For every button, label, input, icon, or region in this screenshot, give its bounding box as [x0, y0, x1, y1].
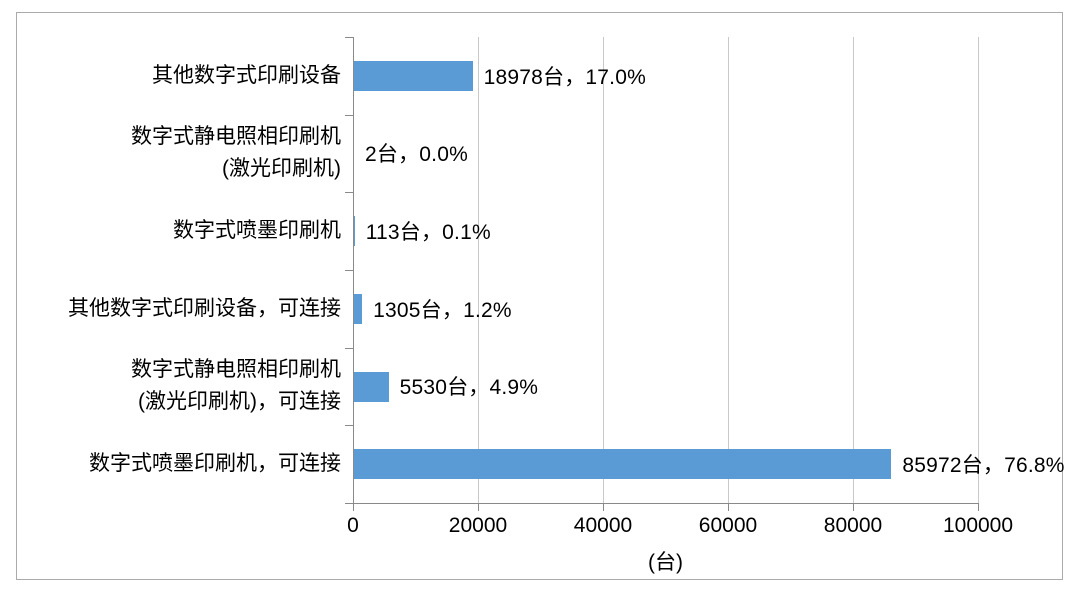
x-tick-label: 40000 [573, 514, 633, 537]
category-label: 数字式喷墨印刷机，可连接 [17, 425, 341, 503]
category-label-line: 数字式静电照相印刷机 [131, 358, 341, 382]
category-label-line: 其他数字式印刷设备，可连接 [68, 296, 341, 320]
x-axis-tick [478, 504, 479, 511]
category-label-line: (激光印刷机)，可连接 [138, 390, 341, 414]
gridline [853, 37, 854, 503]
category-label-line: 数字式静电照相印刷机 [131, 125, 341, 149]
x-axis-tick [728, 504, 729, 511]
plot-area: 18978台，17.0% 2台，0.0% 113台，0.1% 1305台，1.2% 55… [353, 37, 1064, 503]
gridline [978, 37, 979, 503]
y-axis-line [353, 37, 354, 503]
bar-value-label: 18978台，17.0% [483, 65, 646, 89]
bar-value-label: 1305台，1.2% [373, 298, 512, 322]
x-tick-label: 20000 [448, 514, 508, 537]
category-label: 其他数字式印刷设备 [17, 37, 341, 115]
x-axis-tick [853, 504, 854, 511]
y-axis-tick [345, 115, 353, 116]
category-label: 其他数字式印刷设备，可连接 [17, 270, 341, 348]
bar [354, 371, 389, 402]
category-label: 数字式静电照相印刷机 (激光印刷机)，可连接 [17, 348, 341, 426]
x-axis-tick [353, 504, 354, 511]
y-axis-tick [345, 503, 353, 504]
gridline [478, 37, 479, 503]
gridline [603, 37, 604, 503]
y-axis-tick [345, 37, 353, 38]
x-tick-label: 0 [347, 514, 359, 537]
category-label-line: (激光印刷机) [222, 157, 341, 181]
bar-value-label: 5530台，4.9% [399, 376, 539, 400]
x-tick-label: 100000 [942, 514, 1014, 537]
bar [354, 293, 363, 324]
y-axis-tick [345, 348, 353, 349]
bar [354, 60, 473, 91]
category-label-line: 其他数字式印刷设备 [152, 63, 341, 87]
category-label-line: 数字式喷墨印刷机 [173, 219, 341, 243]
category-label-line: 数字式喷墨印刷机，可连接 [89, 452, 341, 476]
bar [354, 449, 892, 480]
bar-value-label: 85972台，76.8% [902, 454, 1065, 478]
category-label: 数字式喷墨印刷机 [17, 192, 341, 270]
y-axis-tick [345, 270, 353, 271]
x-axis-line [353, 503, 979, 504]
y-axis-tick [345, 425, 353, 426]
x-axis-tick [603, 504, 604, 511]
x-axis-title: (台) [648, 551, 683, 574]
category-axis-labels: 其他数字式印刷设备数字式静电照相印刷机 (激光印刷机) 数字式喷墨印刷机其他数字式印… [17, 37, 341, 503]
bar [354, 216, 355, 247]
x-axis-tick [978, 504, 979, 511]
gridline [728, 37, 729, 503]
category-label: 数字式静电照相印刷机 (激光印刷机) [17, 115, 341, 193]
bar-value-label: 113台，0.1% [365, 221, 491, 245]
bar-value-label: 2台，0.0% [365, 143, 468, 167]
x-tick-label: 80000 [823, 514, 883, 537]
y-axis-tick [345, 192, 353, 193]
x-tick-label: 60000 [698, 514, 758, 537]
chart-frame: 18978台，17.0% 2台，0.0% 113台，0.1% 1305台，1.2% 55… [16, 12, 1064, 580]
